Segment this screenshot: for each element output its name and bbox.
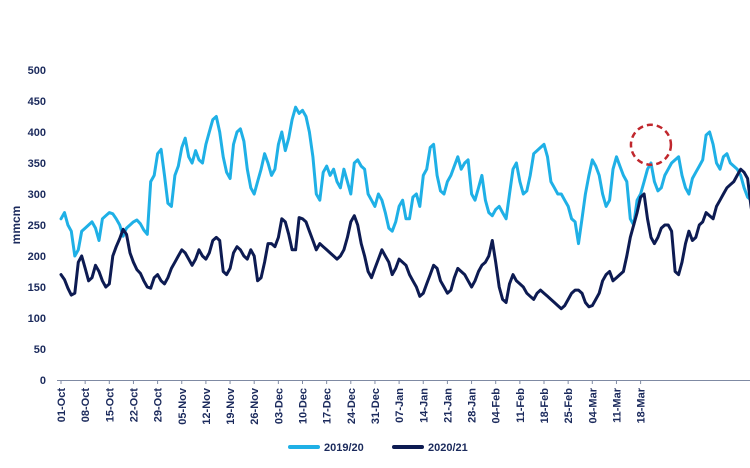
y-tick-label: 50 (34, 344, 46, 356)
x-axis-ticks: 01-Oct 08-Oct 15-Oct 22-Oct 29-Oct 05-Nov 12-N… (56, 380, 648, 425)
x-tick-label: 10-Dec (298, 388, 310, 424)
series-line-2020-21 (59, 167, 750, 311)
x-tick-label: 31-Dec (370, 388, 382, 424)
y-tick-label: 300 (28, 189, 46, 201)
legend-label: 2019/20 (324, 442, 364, 454)
x-tick-label: 15-Oct (104, 388, 116, 423)
legend-label: 2020/21 (428, 442, 468, 454)
x-tick-label: 21-Jan (442, 388, 454, 423)
y-tick-label: 250 (28, 220, 46, 232)
x-tick-label: 03-Dec (273, 388, 285, 424)
y-tick-label: 100 (28, 313, 46, 325)
x-tick-label: 14-Jan (418, 388, 430, 423)
y-tick-label: 400 (28, 127, 46, 139)
y-tick-label: 150 (28, 282, 46, 294)
y-axis-label: mmcm (9, 206, 23, 245)
y-tick-label: 500 (28, 65, 46, 77)
series-lines (59, 105, 750, 311)
y-tick-label: 200 (28, 251, 46, 263)
x-tick-label: 07-Jan (394, 388, 406, 423)
x-tick-label: 29-Oct (153, 388, 165, 423)
highlight-circle (629, 123, 673, 167)
x-tick-label: 11-Mar (611, 387, 623, 423)
series-line-2019-20 (59, 105, 750, 258)
x-tick-label: 05-Nov (177, 387, 189, 425)
x-tick-label: 12-Nov (201, 387, 213, 425)
x-tick-label: 04-Feb (491, 388, 503, 424)
x-tick-label: 25-Feb (563, 388, 575, 424)
x-tick-label: 18-Mar (636, 387, 648, 423)
x-tick-label: 24-Dec (346, 388, 358, 424)
x-tick-label: 19-Nov (225, 387, 237, 425)
x-tick-label: 26-Nov (249, 387, 261, 425)
x-tick-label: 04-Mar (587, 387, 599, 423)
x-tick-label: 22-Oct (128, 388, 140, 423)
x-tick-label: 18-Feb (539, 388, 551, 424)
y-tick-label: 450 (28, 96, 46, 108)
y-axis-ticks: 0 50 100 150 200 250 300 350 400 450 500 (28, 65, 46, 387)
x-tick-label: 11-Feb (515, 388, 527, 423)
y-tick-label: 0 (40, 375, 46, 387)
y-tick-label: 350 (28, 158, 46, 170)
legend: 2019/20 2020/21 (288, 442, 468, 454)
x-tick-label: 17-Dec (322, 388, 334, 424)
x-tick-label: 08-Oct (80, 388, 92, 423)
x-tick-label: 01-Oct (56, 388, 68, 423)
x-tick-label: 28-Jan (467, 388, 479, 423)
